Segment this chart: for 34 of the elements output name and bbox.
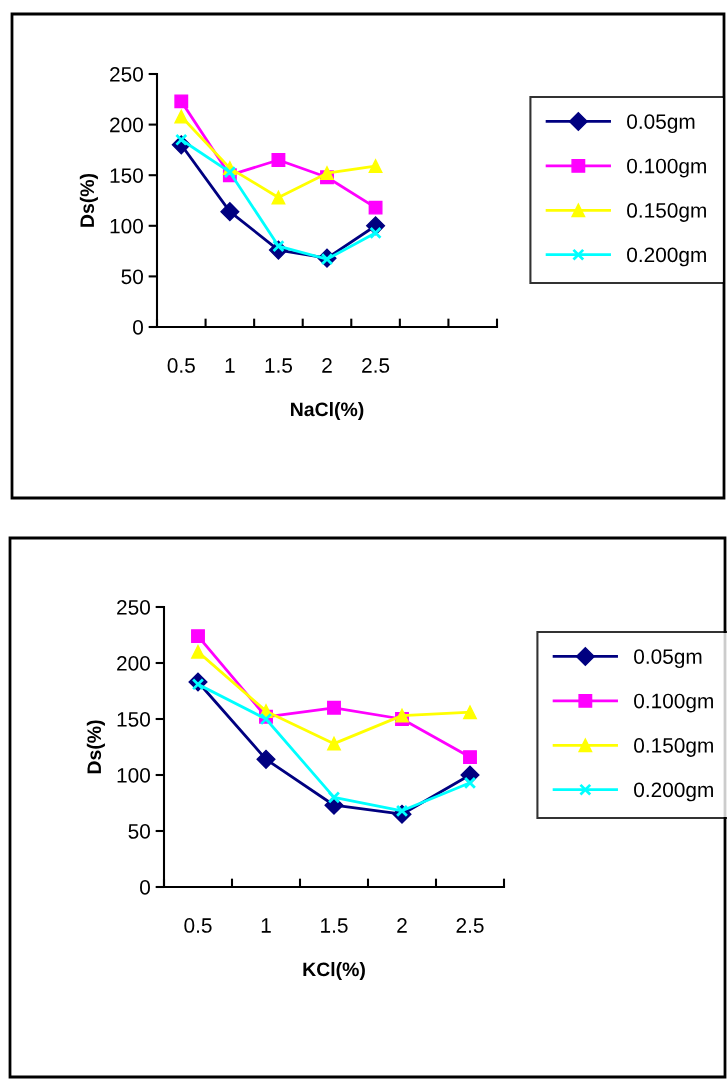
x-axis-title: NaCl(%) [291, 401, 364, 421]
y-tick-label: 150 [117, 712, 150, 727]
legend-label: 0.05gm [627, 114, 695, 134]
y-tick-label: 200 [117, 656, 150, 671]
x-tick-label: 2.5 [456, 918, 484, 933]
legend-label: 0.05gm [634, 649, 702, 669]
x-tick-label: 1 [261, 918, 271, 933]
x-tick-label: 1.5 [265, 358, 293, 373]
x-axis-title: KCl(%) [303, 961, 365, 981]
legend-label: 0.100gm [627, 158, 706, 178]
y-tick-label: 250 [117, 600, 150, 615]
y-tick-label: 100 [117, 768, 150, 783]
y-axis-title: Ds(%) [79, 173, 98, 227]
legend-label: 0.200gm [634, 782, 713, 802]
y-tick-label: 100 [110, 218, 143, 234]
legend-label: 0.200gm [627, 247, 706, 267]
y-axis-title: Ds(%) [86, 720, 105, 774]
y-tick-label: 50 [121, 269, 143, 285]
x-tick-label: 1.5 [321, 918, 348, 933]
legend-label: 0.150gm [627, 203, 706, 222]
x-tick-label: 0.5 [184, 918, 212, 933]
x-tick-label: 2.5 [362, 358, 390, 373]
y-tick-label: 250 [110, 67, 143, 82]
y-tick-label: 50 [128, 824, 150, 839]
y-tick-label: 0 [140, 880, 150, 895]
legend-label: 0.100gm [634, 693, 713, 713]
y-tick-label: 150 [110, 168, 143, 183]
x-tick-label: 1 [225, 358, 235, 373]
y-tick-label: 200 [110, 117, 143, 133]
x-tick-label: 0.5 [167, 358, 195, 373]
x-tick-label: 2 [397, 918, 407, 933]
legend-label: 0.150gm [634, 738, 713, 757]
x-tick-label: 2 [322, 358, 332, 373]
y-tick-label: 0 [133, 320, 143, 335]
